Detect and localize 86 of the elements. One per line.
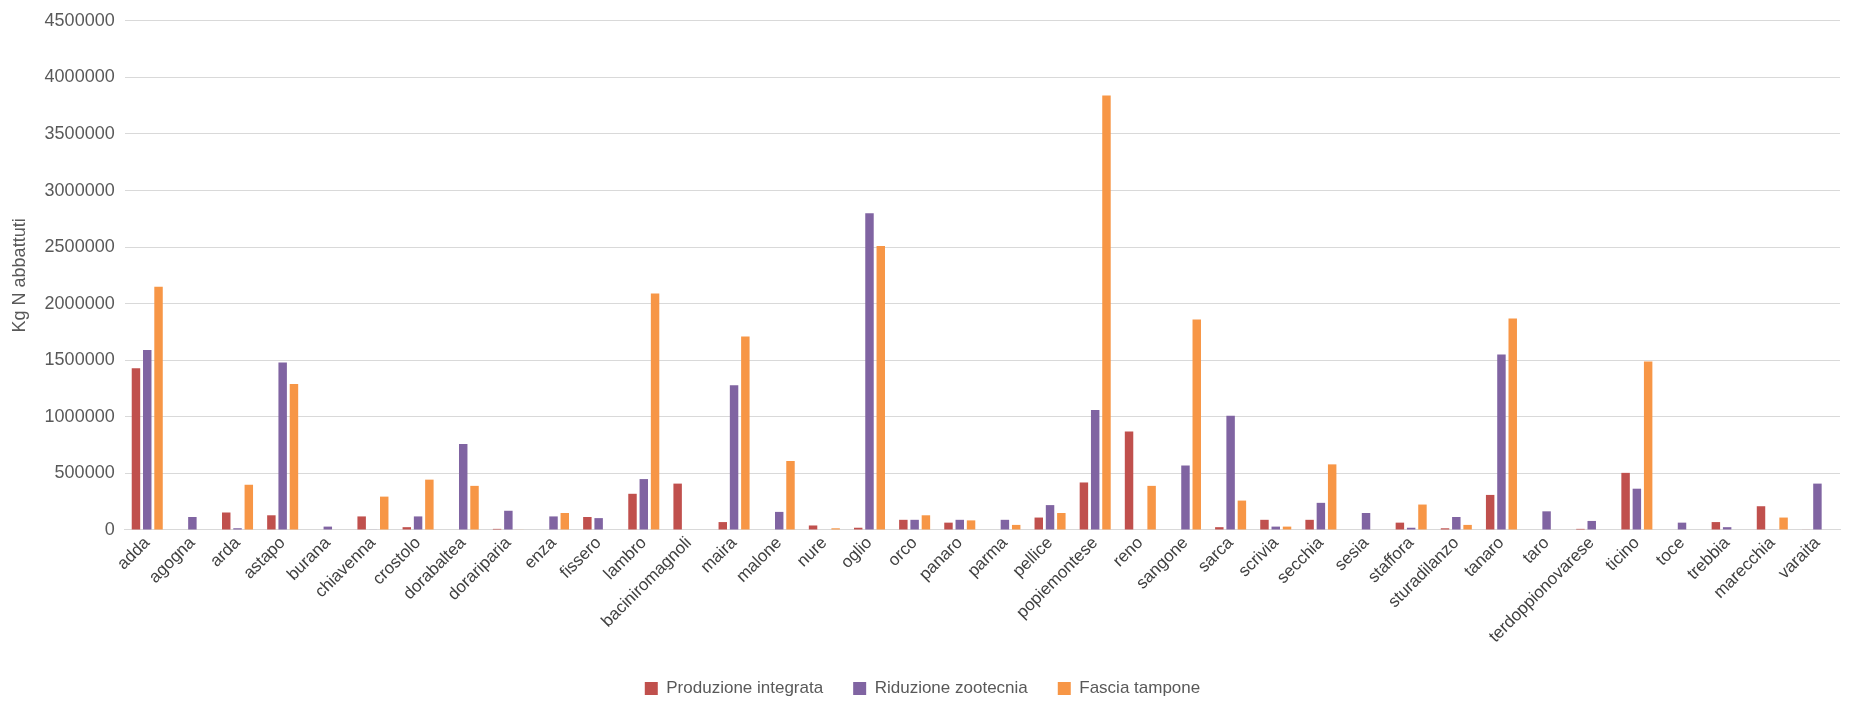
bar [1621, 472, 1630, 530]
legend-label: Riduzione zootecnia [874, 678, 1029, 698]
x-tick-label: nure [792, 532, 831, 571]
bar [628, 493, 637, 530]
x-tick-label: oglio [836, 532, 876, 572]
bar [1316, 502, 1326, 530]
y-tick-label: 4500000 [44, 9, 115, 30]
bar [1508, 318, 1517, 530]
bar [1147, 485, 1156, 530]
bar [1361, 513, 1371, 530]
y-axis-title: Kg N abbattuti [8, 218, 29, 333]
bar [143, 350, 152, 530]
bar [278, 362, 287, 530]
y-tick-label: 0 [104, 518, 115, 539]
bar [1090, 410, 1100, 530]
x-tick-label: toce [1651, 532, 1689, 570]
x-tick-label: orco [883, 532, 921, 570]
bar [244, 484, 254, 530]
bar [1215, 527, 1224, 530]
bar [774, 511, 784, 530]
bar [1057, 513, 1066, 530]
bar [741, 336, 750, 530]
bar [1226, 415, 1235, 530]
bar [1124, 431, 1134, 530]
bar [425, 479, 434, 530]
bar [1632, 488, 1642, 530]
bar [289, 384, 299, 530]
y-tick-label: 2000000 [44, 292, 115, 313]
y-tick-label: 1500000 [44, 349, 115, 370]
bar [1260, 519, 1269, 530]
bar [1192, 319, 1201, 530]
bar [1587, 520, 1596, 530]
bar [594, 518, 603, 530]
bar [1756, 506, 1766, 530]
bar [786, 460, 795, 530]
bar [1485, 494, 1495, 530]
bar [921, 515, 931, 530]
bar [1045, 505, 1055, 530]
bar [650, 293, 660, 530]
bar [131, 368, 141, 530]
bar [1181, 465, 1190, 530]
bar [729, 385, 739, 530]
bar [1463, 524, 1472, 530]
bar [899, 519, 908, 530]
y-tick-label: 2500000 [44, 236, 115, 257]
y-tick-label: 3000000 [44, 179, 115, 200]
bar [357, 516, 366, 530]
bar [1813, 483, 1822, 530]
bar [1542, 511, 1551, 530]
bar [1079, 482, 1089, 530]
bar [560, 513, 570, 530]
bar [910, 519, 919, 530]
bar [1305, 519, 1314, 530]
bar [380, 496, 389, 530]
bar [1237, 500, 1247, 530]
bar [808, 525, 818, 530]
bar [583, 516, 592, 530]
bar [673, 483, 682, 530]
bar [154, 286, 163, 530]
y-tick-label: 3500000 [44, 122, 115, 143]
bar [639, 479, 649, 530]
bar [966, 520, 976, 530]
bar [1452, 516, 1461, 530]
bar [1643, 361, 1653, 530]
legend-label: Produzione integrata [666, 678, 824, 698]
bar [865, 213, 874, 530]
bar [876, 245, 885, 530]
bar [1102, 95, 1111, 530]
bar [413, 516, 423, 530]
legend-label: Fascia tampone [1079, 678, 1201, 698]
x-tick-label: arda [206, 532, 245, 571]
bar [222, 512, 231, 530]
bar [944, 522, 953, 530]
y-tick-label: 1000000 [44, 405, 115, 426]
bar [549, 516, 558, 530]
bar [188, 516, 197, 530]
bar [504, 510, 513, 530]
bar [267, 515, 276, 530]
y-tick-label: 4000000 [44, 66, 115, 87]
bar [1497, 354, 1506, 530]
bar [458, 444, 468, 530]
bar [1779, 517, 1788, 530]
y-tick-label: 500000 [54, 462, 115, 483]
bar [470, 485, 479, 530]
bar [1418, 504, 1427, 530]
bar [1327, 464, 1337, 530]
